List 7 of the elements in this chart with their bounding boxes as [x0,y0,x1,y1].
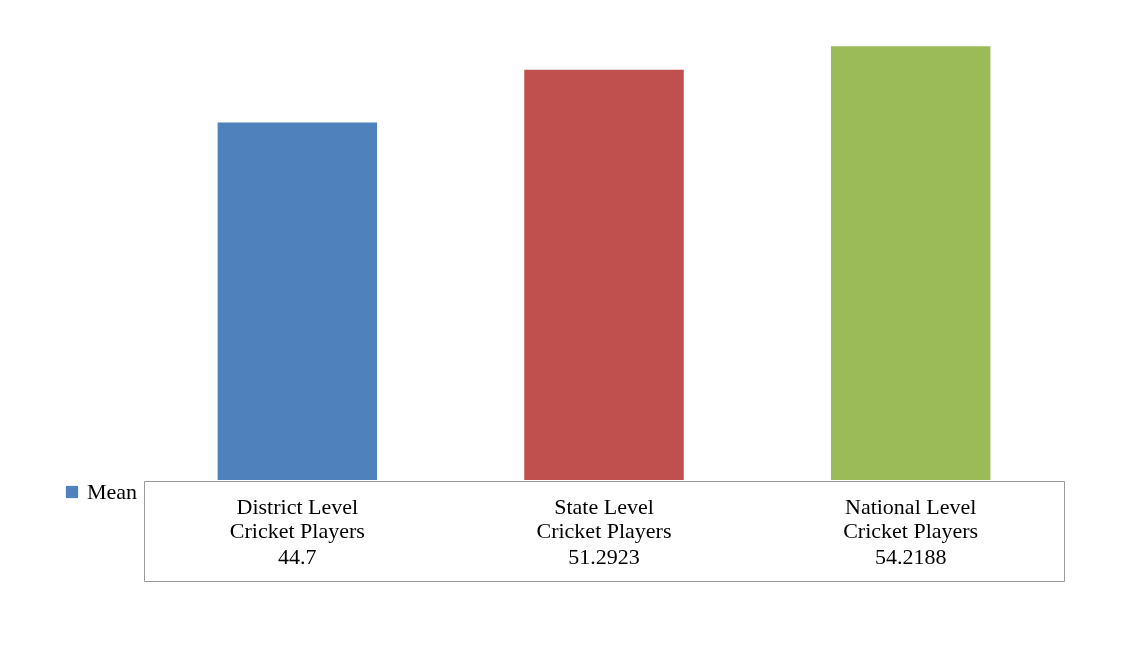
legend-label: Mean [87,479,138,504]
data-label: 51.2923 [568,544,640,569]
x-tick-label: State Level Cricket Players [536,494,672,543]
x-tick-label: National Level Cricket Players [843,494,979,543]
data-label: 54.2188 [874,544,947,569]
x-tick-label: District Level Cricket Players [229,494,365,543]
data-label: 44.7 [278,544,317,569]
